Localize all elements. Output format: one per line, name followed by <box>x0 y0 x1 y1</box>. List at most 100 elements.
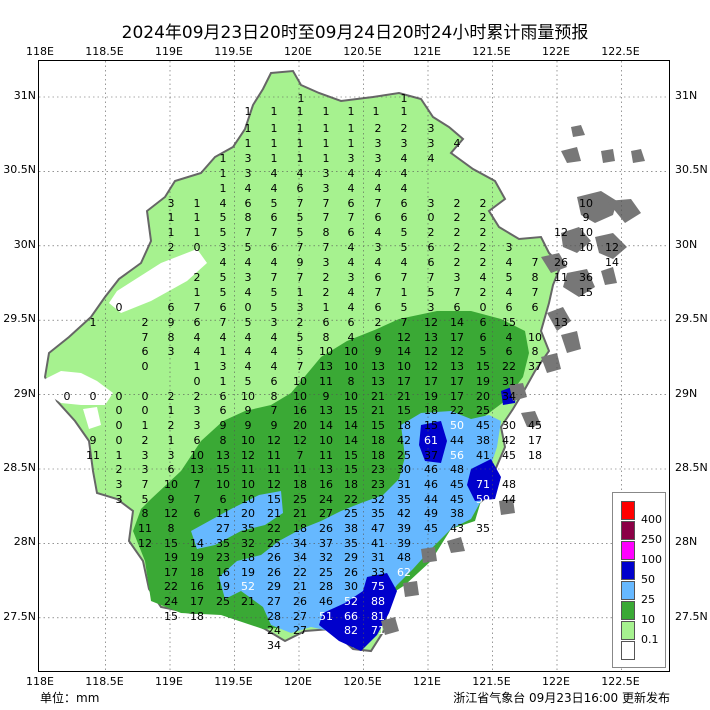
rainfall-value-label: 31 <box>502 375 516 388</box>
legend-swatch <box>621 561 635 580</box>
rainfall-value-label: 1 <box>348 137 355 150</box>
rainfall-value-label: 10 <box>293 390 307 403</box>
rainfall-value-label: 1 <box>297 137 304 150</box>
rainfall-value-label: 1 <box>271 105 278 118</box>
rainfall-value-label: 37 <box>424 449 438 462</box>
rainfall-value-label: 4 <box>297 167 304 180</box>
rainfall-value-label: 6 <box>506 345 513 358</box>
rainfall-value-label: 32 <box>241 537 255 550</box>
rainfall-value-label: 14 <box>344 419 358 432</box>
rainfall-value-label: 5 <box>220 211 227 224</box>
rainfall-value-label: 6 <box>375 211 382 224</box>
rainfall-value-label: 13 <box>216 449 230 462</box>
rainfall-value-label: 25 <box>293 493 307 506</box>
rainfall-value-label: 3 <box>323 167 330 180</box>
y-tick-label: 27.5N <box>3 609 36 623</box>
rainfall-value-label: 12 <box>397 331 411 344</box>
rainfall-value-label: 6 <box>220 390 227 403</box>
rainfall-value-label: 5 <box>401 301 408 314</box>
rainfall-value-label: 15 <box>267 493 281 506</box>
rainfall-value-label: 33 <box>371 566 385 579</box>
rainfall-value-label: 0 <box>116 404 123 417</box>
rainfall-value-label: 35 <box>371 507 385 520</box>
rainfall-value-label: 5 <box>297 345 304 358</box>
y-tick-label: 29.5N <box>3 312 36 326</box>
rainfall-value-label: 5 <box>297 331 304 344</box>
rainfall-value-label: 17 <box>450 375 464 388</box>
rainfall-value-label: 3 <box>506 241 513 254</box>
rainfall-value-label: 3 <box>194 419 201 432</box>
rainfall-value-label: 1 <box>348 122 355 135</box>
rainfall-value-label: 34 <box>293 537 307 550</box>
rainfall-value-label: 6 <box>428 241 435 254</box>
rainfall-value-label: 21 <box>293 580 307 593</box>
x-tick-label: 118.5E <box>85 45 124 58</box>
rainfall-value-label: 17 <box>424 375 438 388</box>
rainfall-value-label: 7 <box>454 286 461 299</box>
rainfall-value-label: 1 <box>298 92 305 105</box>
rainfall-value-label: 1 <box>323 105 330 118</box>
rainfall-value-label: 9 <box>297 256 304 269</box>
rainfall-value-label: 14 <box>397 345 411 358</box>
rainfall-value-label: 4 <box>348 301 355 314</box>
rainfall-value-label: 4 <box>271 360 278 373</box>
rainfall-value-label: 23 <box>371 463 385 476</box>
rainfall-value-label: 51 <box>319 610 333 623</box>
rainfall-value-label: 17 <box>190 595 204 608</box>
dry-area <box>45 371 113 405</box>
rainfall-value-label: 1 <box>245 137 252 150</box>
rainfall-value-label: 15 <box>344 463 358 476</box>
rainfall-value-label: 52 <box>241 580 255 593</box>
rainfall-value-label: 50 <box>450 419 464 432</box>
rainfall-value-label: 1 <box>194 197 201 210</box>
rainfall-value-label: 6 <box>142 345 149 358</box>
rainfall-value-label: 7 <box>532 286 539 299</box>
rainfall-value-label: 2 <box>480 241 487 254</box>
rainfall-value-label: 5 <box>220 226 227 239</box>
rainfall-value-label: 59 <box>476 493 490 506</box>
rainfall-value-label: 13 <box>554 316 568 329</box>
rainfall-value-label: 6 <box>428 256 435 269</box>
rainfall-value-label: 3 <box>375 241 382 254</box>
x-tick-label: 120.5E <box>343 675 382 688</box>
rainfall-value-label: 20 <box>476 390 490 403</box>
rainfall-value-label: 1 <box>323 152 330 165</box>
rainfall-value-label: 22 <box>450 404 464 417</box>
rainfall-value-label: 6 <box>480 331 487 344</box>
rainfall-value-label: 13 <box>319 360 333 373</box>
rainfall-value-label: 4 <box>245 286 252 299</box>
rainfall-value-label: 6 <box>454 301 461 314</box>
rainfall-value-label: 2 <box>454 197 461 210</box>
rainfall-value-label: 24 <box>267 624 281 637</box>
rainfall-value-label: 35 <box>216 537 230 550</box>
rainfall-value-label: 6 <box>401 211 408 224</box>
rainfall-value-label: 8 <box>220 434 227 447</box>
rainfall-value-label: 48 <box>450 463 464 476</box>
rainfall-value-label: 1 <box>401 105 408 118</box>
rainfall-value-label: 12 <box>424 360 438 373</box>
legend-label: 25 <box>641 593 655 606</box>
rainfall-value-label: 5 <box>245 316 252 329</box>
rainfall-value-label: 25 <box>397 449 411 462</box>
rainfall-value-label: 15 <box>424 419 438 432</box>
rainfall-value-label: 1 <box>348 105 355 118</box>
rainfall-value-label: 54 <box>502 463 516 476</box>
rainfall-value-label: 6 <box>297 182 304 195</box>
rainfall-value-label: 1 <box>297 286 304 299</box>
rainfall-value-label: 2 <box>454 211 461 224</box>
legend-label: 0.1 <box>641 633 659 646</box>
rainfall-value-label: 2 <box>168 419 175 432</box>
rainfall-value-label: 5 <box>480 345 487 358</box>
rainfall-value-label: 3 <box>142 449 149 462</box>
rainfall-value-label: 7 <box>297 449 304 462</box>
rainfall-value-label: 6 <box>375 301 382 314</box>
rainfall-value-label: 2 <box>480 226 487 239</box>
rainfall-value-label: 6 <box>348 197 355 210</box>
rainfall-value-label: 13 <box>371 375 385 388</box>
rainfall-value-label: 5 <box>245 241 252 254</box>
rainfall-value-label: 1 <box>245 105 252 118</box>
rainfall-value-label: 6 <box>401 197 408 210</box>
rainfall-value-label: 17 <box>450 331 464 344</box>
rainfall-value-label: 3 <box>348 271 355 284</box>
rainfall-value-label: 1 <box>220 152 227 165</box>
